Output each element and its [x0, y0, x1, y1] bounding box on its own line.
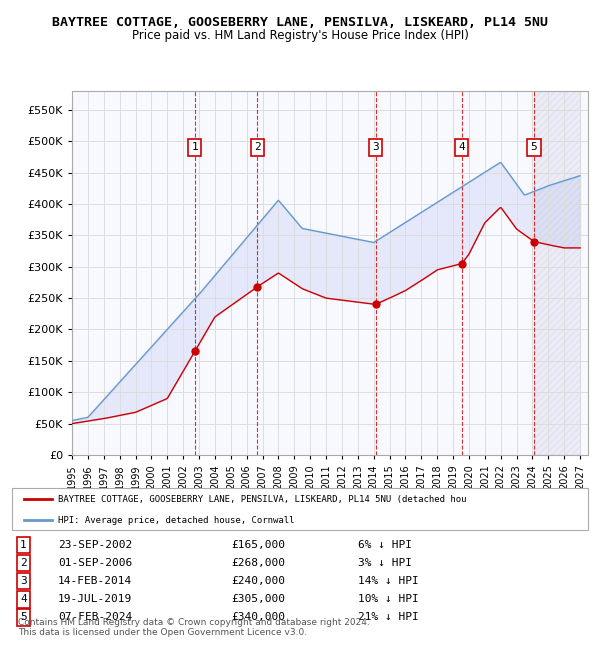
Text: HPI: Average price, detached house, Cornwall: HPI: Average price, detached house, Corn… — [58, 516, 295, 525]
Text: BAYTREE COTTAGE, GOOSEBERRY LANE, PENSILVA, LISKEARD, PL14 5NU (detached hou: BAYTREE COTTAGE, GOOSEBERRY LANE, PENSIL… — [58, 495, 467, 504]
Text: Contains HM Land Registry data © Crown copyright and database right 2024.
This d: Contains HM Land Registry data © Crown c… — [18, 618, 370, 637]
Text: 3% ↓ HPI: 3% ↓ HPI — [358, 558, 412, 568]
FancyBboxPatch shape — [12, 488, 588, 530]
Text: £268,000: £268,000 — [231, 558, 285, 568]
Text: Price paid vs. HM Land Registry's House Price Index (HPI): Price paid vs. HM Land Registry's House … — [131, 29, 469, 42]
Text: 1: 1 — [20, 540, 27, 550]
Text: 3: 3 — [20, 576, 27, 586]
Text: 10% ↓ HPI: 10% ↓ HPI — [358, 594, 418, 604]
Text: 3: 3 — [372, 142, 379, 153]
Text: £305,000: £305,000 — [231, 594, 285, 604]
Text: 19-JUL-2019: 19-JUL-2019 — [58, 594, 133, 604]
Text: 23-SEP-2002: 23-SEP-2002 — [58, 540, 133, 550]
Text: 21% ↓ HPI: 21% ↓ HPI — [358, 612, 418, 623]
Text: 07-FEB-2024: 07-FEB-2024 — [58, 612, 133, 623]
Text: 5: 5 — [530, 142, 538, 153]
Text: 1: 1 — [191, 142, 198, 153]
Text: 4: 4 — [20, 594, 27, 604]
Text: 4: 4 — [458, 142, 465, 153]
Text: BAYTREE COTTAGE, GOOSEBERRY LANE, PENSILVA, LISKEARD, PL14 5NU: BAYTREE COTTAGE, GOOSEBERRY LANE, PENSIL… — [52, 16, 548, 29]
Text: 6% ↓ HPI: 6% ↓ HPI — [358, 540, 412, 550]
Text: 5: 5 — [20, 612, 27, 623]
Text: £240,000: £240,000 — [231, 576, 285, 586]
Text: 2: 2 — [254, 142, 260, 153]
Text: £165,000: £165,000 — [231, 540, 285, 550]
Text: 01-SEP-2006: 01-SEP-2006 — [58, 558, 133, 568]
Text: 14% ↓ HPI: 14% ↓ HPI — [358, 576, 418, 586]
Text: £340,000: £340,000 — [231, 612, 285, 623]
Text: 2: 2 — [20, 558, 27, 568]
Text: 14-FEB-2014: 14-FEB-2014 — [58, 576, 133, 586]
